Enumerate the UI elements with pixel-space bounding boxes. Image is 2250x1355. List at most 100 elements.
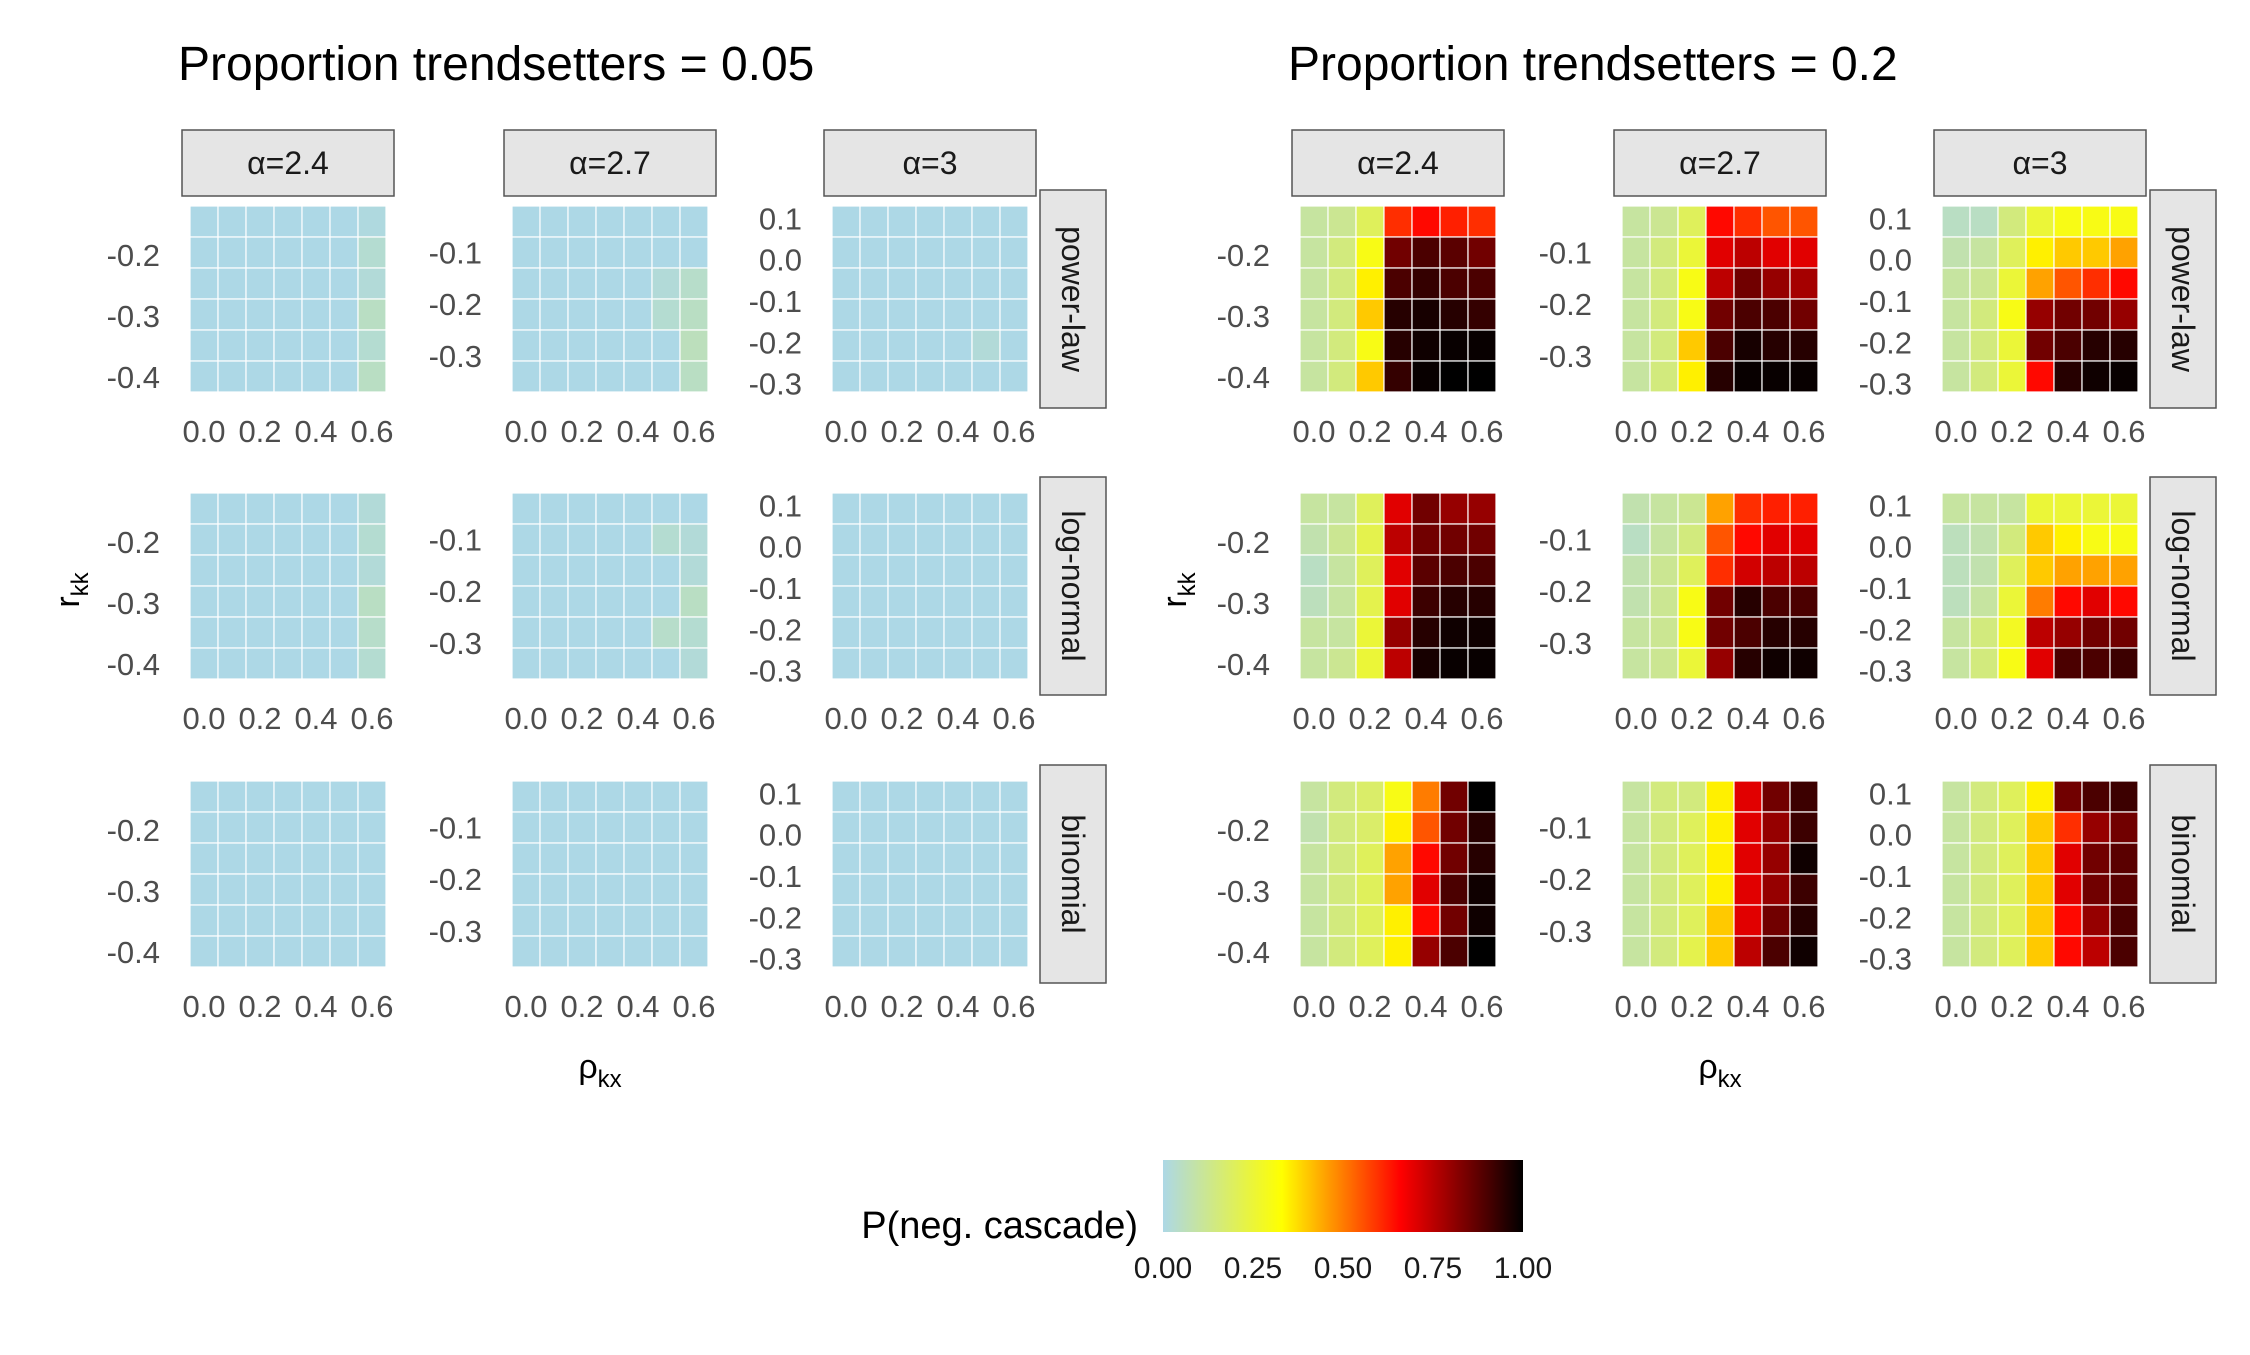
y-tick-label-1-1-0-1: -0.3 [1217,586,1270,621]
y-axis-label-sub-0: kk [67,571,94,596]
heat-cell-1-1-1-0-6 [1789,492,1819,525]
heat-cell-0-1-0-1-0 [189,523,219,556]
heat-cell-1-2-2-5-2 [1997,935,2027,968]
heat-cell-1-2-2-2-1 [1969,842,1999,875]
heat-cell-0-0-0-5-2 [245,360,275,393]
col-strip-0-0 [181,129,395,197]
heat-cell-0-1-2-0-3 [915,492,945,525]
heat-cell-0-0-1-2-5 [651,267,681,300]
heat-cell-0-1-2-5-1 [859,647,889,680]
heat-cell-0-2-0-0-0 [189,780,219,813]
heat-cell-1-0-2-3-0 [1941,298,1971,331]
y-tick-label-0-2-1-2: -0.3 [429,914,482,949]
x-axis-label-0: ρkx [578,1048,621,1093]
heat-cell-1-1-2-4-4 [2053,616,2083,649]
heat-cell-1-2-0-4-1 [1327,904,1357,937]
heat-cell-1-0-2-5-1 [1969,360,1999,393]
heat-cell-0-1-0-5-1 [217,647,247,680]
heat-cell-0-0-0-0-3 [273,205,303,238]
x-tick-label-0-1-1-3: 0.6 [672,701,715,736]
heat-cell-1-0-2-4-0 [1941,329,1971,362]
heat-cell-1-2-2-4-0 [1941,904,1971,937]
heat-cell-0-2-2-1-5 [971,811,1001,844]
heat-cell-1-0-1-3-5 [1761,298,1791,331]
heat-cell-0-1-0-4-5 [329,616,359,649]
y-tick-label-0-1-0-2: -0.4 [107,647,160,682]
heat-cell-0-2-0-2-3 [273,842,303,875]
x-tick-label-0-2-1-0: 0.0 [504,989,547,1024]
heat-cell-1-1-2-5-0 [1941,647,1971,680]
heat-cell-1-2-0-5-2 [1355,935,1385,968]
heat-cell-1-2-0-2-6 [1467,842,1497,875]
x-tick-label-0-2-2-3: 0.6 [992,989,1035,1024]
x-tick-label-0-0-2-0: 0.0 [824,414,867,449]
heat-cell-0-2-1-1-4 [623,811,653,844]
x-tick-label-1-1-1-1: 0.2 [1670,701,1713,736]
heat-cell-1-2-2-2-6 [2109,842,2139,875]
y-tick-label-0-0-1-1: -0.2 [429,287,482,322]
heat-cell-0-2-2-1-0 [831,811,861,844]
x-tick-label-0-1-1-2: 0.4 [616,701,659,736]
heat-cell-1-0-1-5-0 [1621,360,1651,393]
y-tick-label-1-0-1-0: -0.1 [1539,236,1592,271]
x-tick-label-0-1-2-1: 0.2 [880,701,923,736]
heat-cell-1-2-2-3-4 [2053,873,2083,906]
x-tick-label-0-0-0-3: 0.6 [350,414,393,449]
heat-cell-1-2-0-1-4 [1411,811,1441,844]
heat-cell-1-1-1-2-0 [1621,554,1651,587]
heat-cell-1-2-2-0-3 [2025,780,2055,813]
heat-cell-1-1-0-0-5 [1439,492,1469,525]
heat-cell-1-0-2-3-6 [2109,298,2139,331]
heat-cell-0-1-2-1-0 [831,523,861,556]
heat-cell-1-1-0-2-4 [1411,554,1441,587]
heat-cell-0-2-2-3-6 [999,873,1029,906]
heat-cell-0-0-0-5-0 [189,360,219,393]
heat-cell-0-2-1-1-2 [567,811,597,844]
y-tick-label-0-2-2-2: -0.1 [749,859,802,894]
heat-cell-0-0-1-4-1 [539,329,569,362]
heat-cell-1-1-0-3-4 [1411,585,1441,618]
heat-cell-1-0-1-4-1 [1649,329,1679,362]
heat-cell-1-2-0-5-0 [1299,935,1329,968]
x-tick-label-1-2-2-3: 0.6 [2102,989,2145,1024]
heat-cell-1-2-1-2-5 [1761,842,1791,875]
heat-cell-1-1-0-0-6 [1467,492,1497,525]
heat-cell-0-0-2-0-4 [943,205,973,238]
heat-cell-0-1-1-3-3 [595,585,625,618]
heat-cell-0-1-2-5-2 [887,647,917,680]
heat-cell-0-0-1-1-5 [651,236,681,269]
panel-title-1: Proportion trendsetters = 0.2 [1288,38,1898,91]
heat-cell-0-2-2-5-6 [999,935,1029,968]
heat-cell-1-1-0-1-3 [1383,523,1413,556]
heat-cell-1-0-0-4-0 [1299,329,1329,362]
heat-cell-0-2-0-2-2 [245,842,275,875]
heat-cell-1-2-0-4-6 [1467,904,1497,937]
heat-cell-0-1-1-0-4 [623,492,653,525]
heat-cell-0-2-1-3-0 [511,873,541,906]
heat-cell-1-0-1-1-4 [1733,236,1763,269]
heat-cell-1-0-1-2-0 [1621,267,1651,300]
heat-cell-0-2-0-0-1 [217,780,247,813]
heat-cell-1-1-1-2-1 [1649,554,1679,587]
y-tick-label-1-2-2-1: 0.0 [1869,818,1912,853]
heat-cell-1-1-1-4-3 [1705,616,1735,649]
heat-cell-1-2-0-4-5 [1439,904,1469,937]
heat-cell-1-0-0-2-4 [1411,267,1441,300]
heat-cell-0-2-2-4-6 [999,904,1029,937]
heat-cell-1-1-1-3-0 [1621,585,1651,618]
x-tick-label-1-0-0-2: 0.4 [1404,414,1447,449]
heat-cell-1-1-2-5-1 [1969,647,1999,680]
heat-cell-1-0-2-4-1 [1969,329,1999,362]
heat-cell-1-0-1-0-4 [1733,205,1763,238]
heat-cell-0-2-0-0-6 [357,780,387,813]
heat-cell-1-2-2-4-3 [2025,904,2055,937]
heat-cell-0-2-2-0-1 [859,780,889,813]
heat-cell-0-2-1-3-5 [651,873,681,906]
y-tick-label-0-1-1-2: -0.3 [429,626,482,661]
heat-cell-1-1-0-0-0 [1299,492,1329,525]
y-tick-label-0-1-2-4: -0.3 [749,654,802,689]
heat-cell-0-0-0-1-2 [245,236,275,269]
heat-cell-0-0-0-1-5 [329,236,359,269]
heat-cell-0-0-0-4-2 [245,329,275,362]
